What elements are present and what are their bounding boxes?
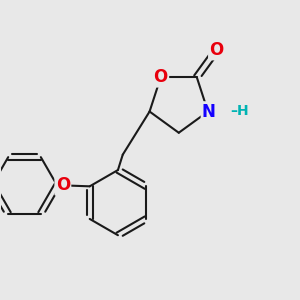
Text: O: O — [56, 176, 70, 194]
Text: N: N — [202, 103, 216, 121]
Text: O: O — [209, 41, 224, 59]
Text: O: O — [154, 68, 168, 86]
Text: –H: –H — [230, 103, 249, 118]
